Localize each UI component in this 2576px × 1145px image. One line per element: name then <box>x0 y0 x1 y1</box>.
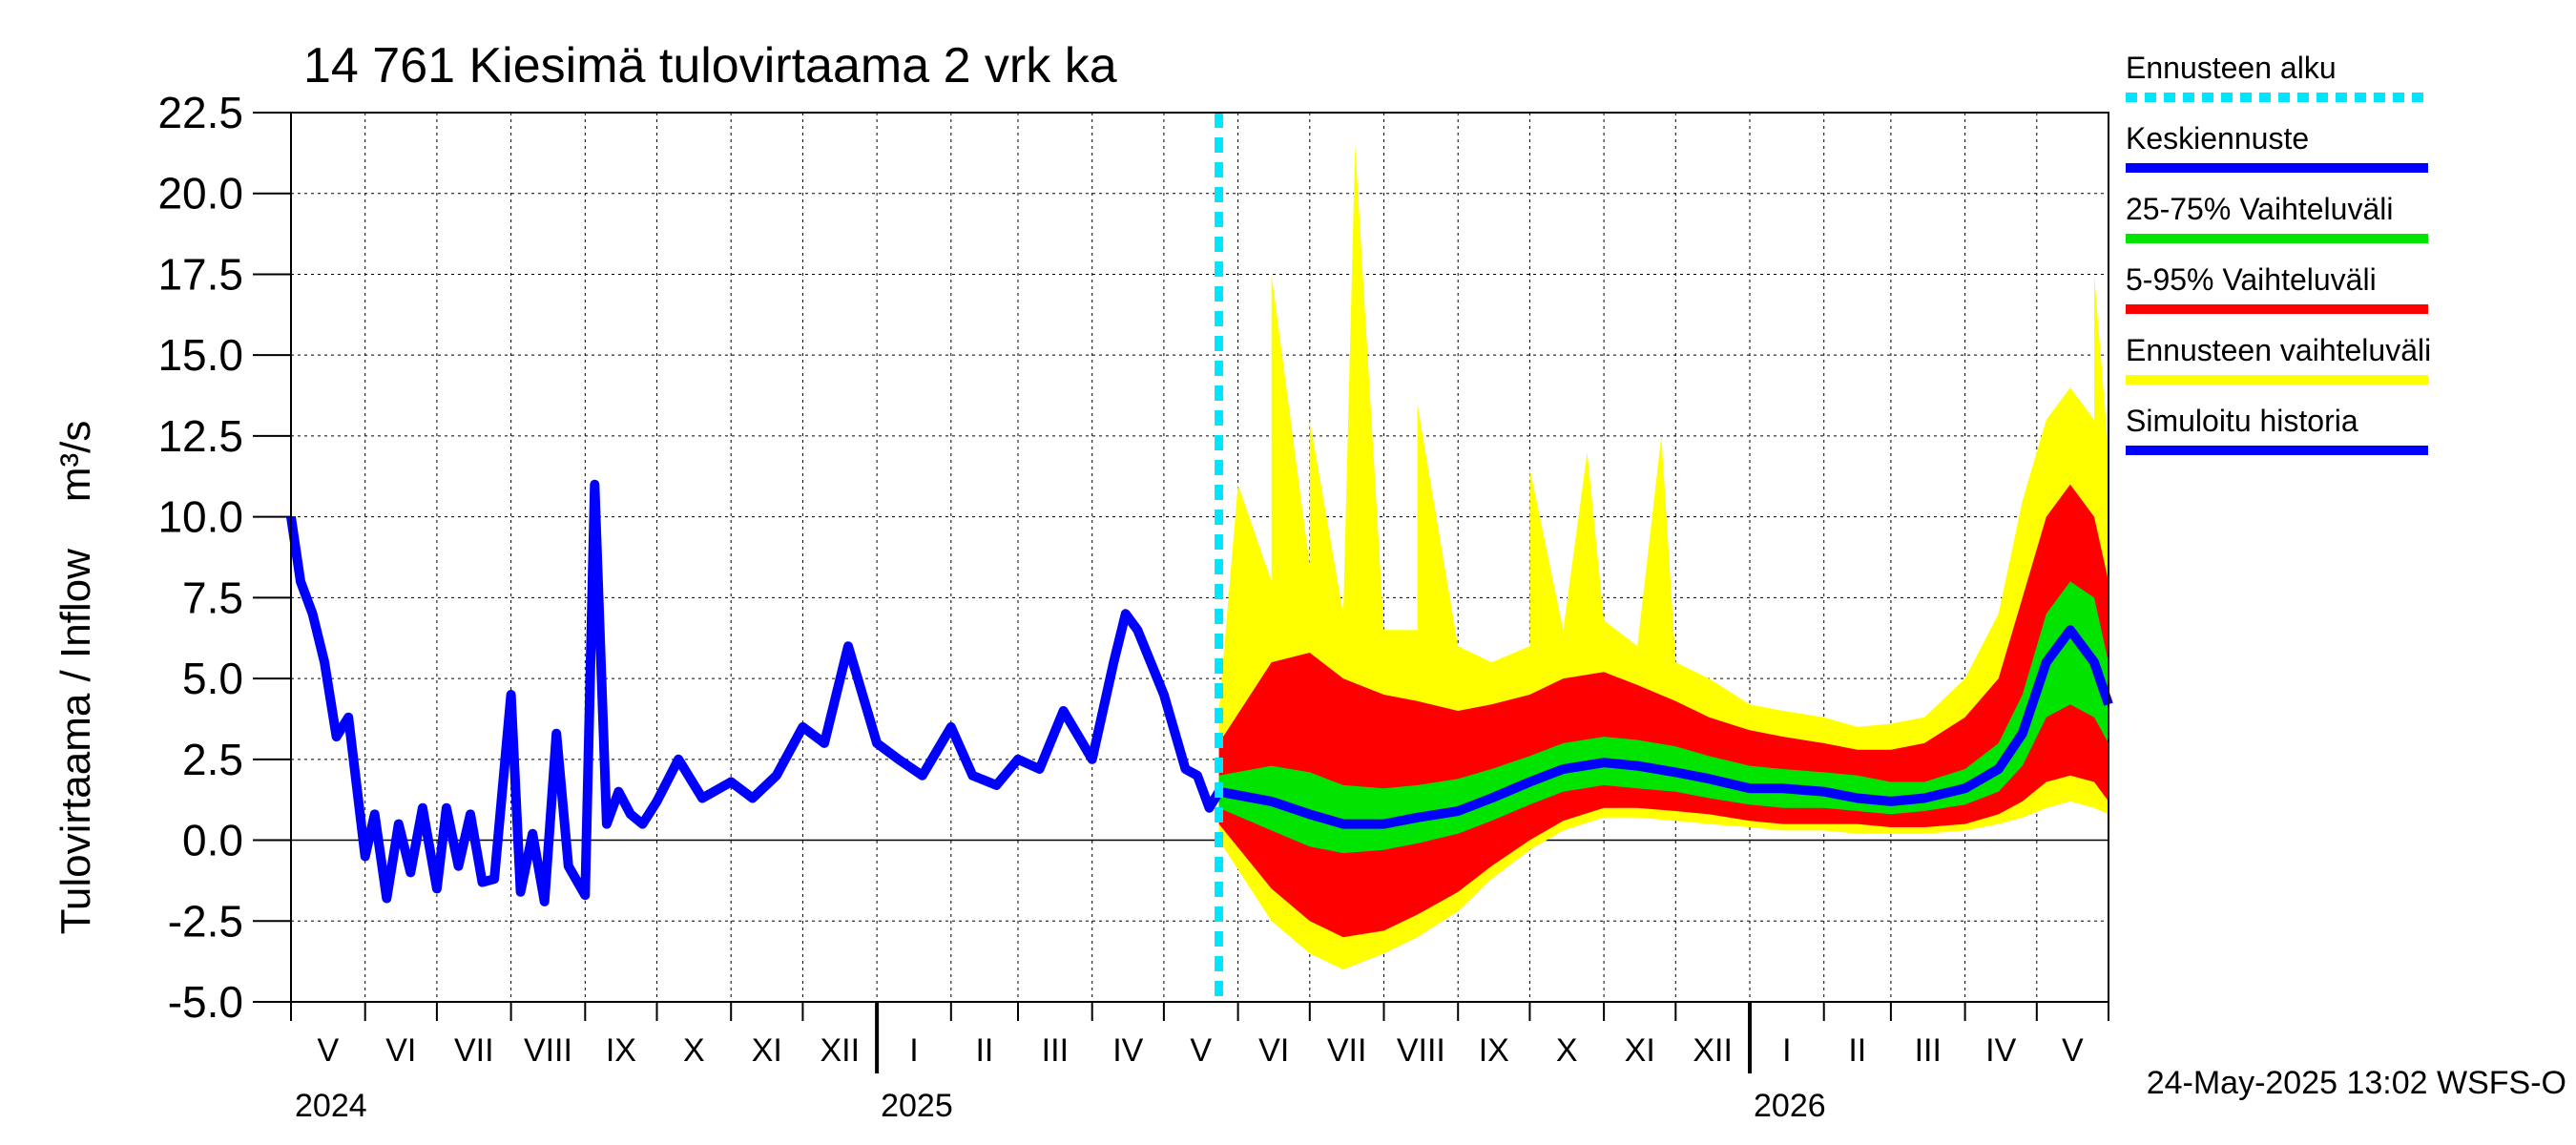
month-label: II <box>1848 1032 1866 1069</box>
month-label: VI <box>1258 1032 1289 1069</box>
legend: Ennusteen alku Keskiennuste 25-75% Vaihtel… <box>2126 51 2431 455</box>
month-label: V <box>318 1032 340 1069</box>
month-label: VII <box>454 1032 494 1069</box>
legend-label: Simuloitu historia <box>2126 404 2358 438</box>
y-axis-label: Tulovirtaama / Inflow m³/s <box>52 421 99 935</box>
simulated-history-line <box>286 479 1223 906</box>
median-forecast-line <box>1217 625 2113 829</box>
year-label: 2025 <box>881 1088 953 1124</box>
y-tick-label: 15.0 <box>157 330 243 380</box>
month-label: X <box>1556 1032 1578 1069</box>
y-tick-label: 2.5 <box>182 735 243 784</box>
year-label: 2026 <box>1754 1088 1826 1124</box>
month-label: III <box>1042 1032 1069 1069</box>
y-tick-label: 0.0 <box>182 816 243 865</box>
month-label: XI <box>1625 1032 1655 1069</box>
y-tick-label: 20.0 <box>157 169 243 219</box>
chart-title: 14 761 Kiesimä tulovirtaama 2 vrk ka <box>303 38 1117 94</box>
y-tick-label: -5.0 <box>168 977 243 1027</box>
y-tick-label: 7.5 <box>182 572 243 622</box>
month-label: IX <box>1479 1032 1509 1069</box>
y-tick-label: 17.5 <box>157 249 243 299</box>
month-label: XII <box>820 1032 860 1069</box>
month-label: VIII <box>524 1032 572 1069</box>
month-label: VII <box>1327 1032 1367 1069</box>
month-label: IX <box>606 1032 636 1069</box>
y-tick-label: 10.0 <box>157 492 243 542</box>
p25-75-band <box>1218 581 2109 854</box>
month-label: XII <box>1693 1032 1733 1069</box>
legend-label: 5-95% Vaihteluväli <box>2126 262 2377 297</box>
footer-timestamp: 24-May-2025 13:02 WSFS-O <box>2147 1065 2566 1101</box>
month-label: VIII <box>1397 1032 1445 1069</box>
month-label: V <box>2062 1032 2084 1069</box>
plot-frame <box>290 112 2109 1003</box>
legend-label: Ennusteen vaihteluväli <box>2126 333 2431 367</box>
month-label: IV <box>1985 1032 2016 1069</box>
year-label: 2024 <box>295 1088 367 1124</box>
month-label: X <box>683 1032 705 1069</box>
plot-area: 22.5 20.0 17.5 15.0 12.5 10.0 7.5 5.0 2.5 0.0 -2.5… <box>157 88 2113 1124</box>
y-tick-label: 5.0 <box>182 654 243 703</box>
month-label: II <box>975 1032 993 1069</box>
legend-label: Keskiennuste <box>2126 121 2309 156</box>
y-axis-label-text: Tulovirtaama / Inflow m³/s <box>52 421 99 935</box>
legend-label: 25-75% Vaihteluväli <box>2126 192 2393 226</box>
month-label: VI <box>385 1032 416 1069</box>
legend-label: Ennusteen alku <box>2126 51 2337 85</box>
month-label: I <box>909 1032 918 1069</box>
month-label: IV <box>1112 1032 1143 1069</box>
month-label: V <box>1190 1032 1212 1069</box>
month-label: XI <box>752 1032 782 1069</box>
month-label: III <box>1915 1032 1942 1069</box>
y-tick-label: 12.5 <box>157 411 243 461</box>
y-tick-label: -2.5 <box>168 896 243 946</box>
month-label: I <box>1782 1032 1791 1069</box>
y-tick-label: 22.5 <box>157 88 243 137</box>
